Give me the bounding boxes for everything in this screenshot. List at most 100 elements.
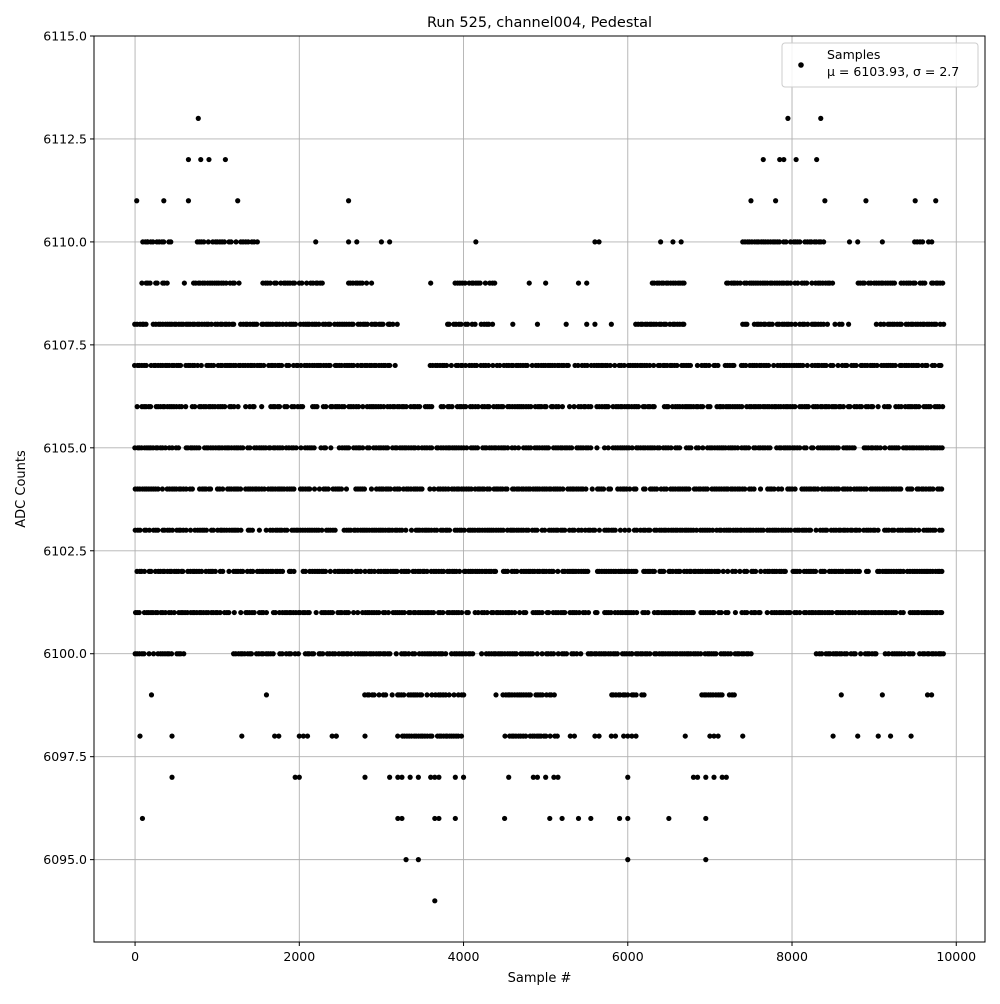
data-point (256, 527, 262, 533)
data-point (912, 527, 918, 533)
data-point (707, 404, 713, 410)
data-point (208, 321, 215, 327)
data-point (651, 404, 657, 410)
data-point (143, 362, 149, 369)
data-point (327, 321, 333, 327)
data-point (345, 609, 352, 616)
data-point (512, 445, 518, 451)
data-point (362, 568, 368, 574)
data-point (220, 486, 226, 492)
data-point (940, 280, 946, 286)
data-point (432, 815, 438, 822)
data-point (319, 527, 325, 533)
data-point (440, 609, 446, 616)
data-point (175, 445, 182, 451)
data-point (177, 362, 184, 369)
data-point (429, 404, 435, 410)
data-point (607, 362, 613, 369)
data-point (813, 527, 819, 533)
data-point (575, 280, 582, 286)
data-point (622, 527, 628, 533)
data-point (292, 321, 299, 327)
data-point (180, 568, 186, 574)
data-point (719, 692, 725, 698)
data-point (168, 239, 174, 245)
data-point (492, 280, 498, 286)
data-point (530, 651, 536, 657)
data-point (634, 527, 640, 533)
data-point (284, 527, 290, 533)
data-point (700, 404, 706, 410)
data-point (633, 486, 639, 492)
data-point (625, 733, 631, 739)
data-point (585, 568, 591, 574)
data-point (291, 404, 297, 410)
data-point (313, 239, 319, 245)
data-point (820, 321, 827, 327)
data-point (212, 568, 218, 574)
data-point (251, 404, 257, 410)
data-point (477, 280, 483, 286)
data-point (690, 609, 696, 616)
data-point (183, 527, 189, 533)
data-point (875, 404, 881, 410)
data-point (898, 486, 904, 492)
data-point (542, 527, 548, 533)
data-point (155, 527, 161, 533)
data-point (288, 651, 294, 657)
data-point (674, 362, 680, 369)
data-point (744, 609, 750, 616)
data-point (539, 651, 545, 657)
data-point (731, 692, 737, 698)
data-point (279, 362, 285, 369)
data-point (486, 321, 492, 327)
data-point (332, 651, 338, 657)
data-point (543, 404, 549, 410)
data-point (363, 280, 370, 286)
data-point (715, 733, 721, 739)
data-point (207, 486, 214, 492)
data-point (464, 445, 470, 451)
data-point (647, 527, 653, 533)
data-point (713, 651, 719, 657)
data-point (461, 527, 467, 533)
data-point (147, 280, 153, 286)
data-point (316, 486, 323, 492)
data-point (694, 774, 701, 780)
data-point (350, 609, 357, 616)
data-point (489, 321, 496, 327)
data-point (236, 280, 242, 286)
legend: Samples μ = 6103.93, σ = 2.7 (781, 42, 979, 88)
data-point (616, 815, 623, 822)
y-tick-label: 6110.0 (43, 234, 87, 249)
data-point (383, 692, 389, 698)
data-point (434, 527, 440, 533)
data-point (937, 651, 943, 657)
data-point (432, 898, 438, 904)
data-point (746, 445, 752, 451)
data-point (169, 445, 175, 451)
data-point (168, 651, 175, 657)
data-point (505, 445, 511, 451)
data-point (345, 198, 352, 204)
data-point (608, 733, 614, 739)
data-point (823, 362, 829, 369)
data-point (870, 404, 876, 410)
data-point (462, 362, 469, 369)
data-point (474, 362, 480, 369)
data-point (863, 486, 869, 492)
data-point (617, 527, 624, 533)
data-point (576, 609, 582, 616)
data-point (304, 280, 310, 286)
data-point (829, 609, 835, 616)
data-point (440, 568, 447, 574)
data-point (694, 362, 701, 369)
data-point (428, 280, 434, 286)
data-point (575, 362, 581, 369)
data-point (788, 321, 794, 327)
data-point (891, 280, 898, 286)
data-point (474, 445, 481, 451)
x-axis-label: Sample # (508, 971, 572, 986)
data-point (695, 445, 702, 451)
data-point (776, 239, 783, 245)
